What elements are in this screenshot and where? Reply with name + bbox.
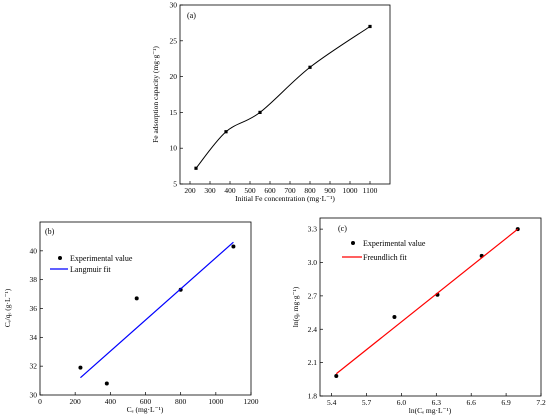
panel-b-y-tick-label: 40 <box>30 246 38 255</box>
panel-a-label: (a) <box>187 11 196 20</box>
panel-b-legend-experimental-label: Experimental value <box>70 254 133 263</box>
panel-c-x-tick-label: 5.4 <box>327 398 337 407</box>
panel-a-y-tick-label: 5 <box>173 180 177 189</box>
panel-a-data-point <box>258 111 261 114</box>
panel-a-y-tick-label: 25 <box>170 36 178 45</box>
panel-a-x-tick-label: 600 <box>264 186 276 195</box>
panel-c-x-axis-title: ln(Cₑ mg·L⁻¹) <box>409 406 452 415</box>
panel-a-y-tick-label: 10 <box>170 144 178 153</box>
panel-b-legend-fit-label: Langmuir fit <box>70 265 111 274</box>
panel-c-y-tick-label: 3.3 <box>308 225 318 234</box>
panel-b-y-tick-label: 30 <box>30 391 38 400</box>
panel-b-data-point <box>135 296 139 300</box>
panel-b-label: (b) <box>45 227 55 236</box>
panel-c-x-tick-label: 6.3 <box>432 398 442 407</box>
panel-a-x-tick-label: 500 <box>244 186 256 195</box>
panel-b-y-tick-label: 36 <box>30 304 38 313</box>
panel-a-data-point <box>224 130 227 133</box>
panel-c-y-tick-label: 1.8 <box>308 392 318 401</box>
panel-b-x-tick-label: 0 <box>38 397 42 406</box>
panel-b-frame <box>40 222 251 395</box>
panel-b-x-tick-label: 800 <box>175 397 187 406</box>
panel-a-x-axis-title: Initial Fe concentration (mg·L⁻¹) <box>235 194 335 203</box>
panel-a-x-tick-label: 1000 <box>343 186 358 195</box>
panel-b-data-point <box>78 366 82 370</box>
panel-a-x-tick-label: 700 <box>284 186 296 195</box>
panel-a-x-tick-label: 200 <box>184 186 196 195</box>
panel-a-y-tick-label: 30 <box>170 1 178 10</box>
panel-b-x-axis-title: Cₑ (mg·L⁻¹) <box>127 405 164 414</box>
panel-c-y-tick-label: 2.4 <box>308 325 318 334</box>
panel-a-x-tick-label: 400 <box>224 186 236 195</box>
panel-a-y-tick-label: 15 <box>170 108 178 117</box>
panel-c-data-point <box>334 374 338 378</box>
panel-c-y-axis-title: ln(qₑ mg·g⁻¹) <box>291 286 300 327</box>
panel-c-x-tick-label: 7.2 <box>536 398 546 407</box>
panel-a-y-tick-label: 20 <box>170 72 178 81</box>
panel-a-x-tick-label: 300 <box>204 186 216 195</box>
panel-b-x-tick-label: 400 <box>105 397 117 406</box>
panel-b-y-axis-title: Cₑ/qₑ (g·L⁻¹) <box>3 288 12 327</box>
panel-c-x-tick-label: 6.6 <box>467 398 477 407</box>
panel-b-y-tick-label: 38 <box>30 275 38 284</box>
panel-a-series-line <box>196 26 370 168</box>
panel-c-legend-experimental-label: Experimental value <box>363 239 426 248</box>
panel-c-x-tick-label: 5.7 <box>362 398 372 407</box>
panel-a-y-axis-title: Fe adsorption capacity (mg·g⁻¹) <box>151 46 160 143</box>
panel-a-frame <box>180 5 390 184</box>
panel-b-data-point <box>231 245 235 249</box>
panel-c-y-tick-label: 2.7 <box>308 291 318 300</box>
panel-c-fit-line <box>336 229 517 374</box>
panel-a-x-tick-label: 800 <box>304 186 316 195</box>
panel-a-x-tick-label: 1100 <box>363 186 378 195</box>
panel-b-legend-experimental-marker <box>58 256 62 260</box>
panel-c-label: (c) <box>338 224 347 233</box>
panel-c-y-tick-label: 3.0 <box>308 258 318 267</box>
panel-a-data-point <box>308 66 311 69</box>
panel-b-langmuir-chart: (b) Cₑ (mg·L⁻¹) Cₑ/qₑ (g·L⁻¹) Experiment… <box>3 222 259 414</box>
panel-c-legend: Experimental value Freundlich fit <box>342 239 426 262</box>
panel-c-legend-experimental-marker <box>351 241 355 245</box>
panel-b-data-point <box>105 381 109 385</box>
panel-b-x-tick-label: 200 <box>70 397 82 406</box>
panel-a-adsorption-capacity-chart: (a) Initial Fe concentration (mg·L⁻¹) Fe… <box>151 1 390 204</box>
panel-b-x-tick-label: 1000 <box>208 397 223 406</box>
panel-c-y-tick-label: 2.1 <box>308 358 318 367</box>
panel-b-x-tick-label: 1200 <box>244 397 259 406</box>
panel-c-legend-fit-label: Freundlich fit <box>363 253 408 262</box>
panel-b-legend: Experimental value Langmuir fit <box>50 254 133 274</box>
panel-c-freundlich-chart: (c) ln(Cₑ mg·L⁻¹) ln(qₑ mg·g⁻¹) Experime… <box>291 218 546 415</box>
panel-a-x-tick-label: 900 <box>324 186 336 195</box>
panel-b-y-tick-label: 32 <box>30 362 38 371</box>
panel-a-data-point <box>368 25 371 28</box>
panel-b-y-tick-label: 34 <box>30 333 38 342</box>
panel-a-data-point <box>194 167 197 170</box>
panel-b-x-tick-label: 600 <box>140 397 152 406</box>
panel-c-data-point <box>392 315 396 319</box>
panel-c-x-tick-label: 6.9 <box>501 398 511 407</box>
panel-c-x-tick-label: 6.0 <box>397 398 407 407</box>
